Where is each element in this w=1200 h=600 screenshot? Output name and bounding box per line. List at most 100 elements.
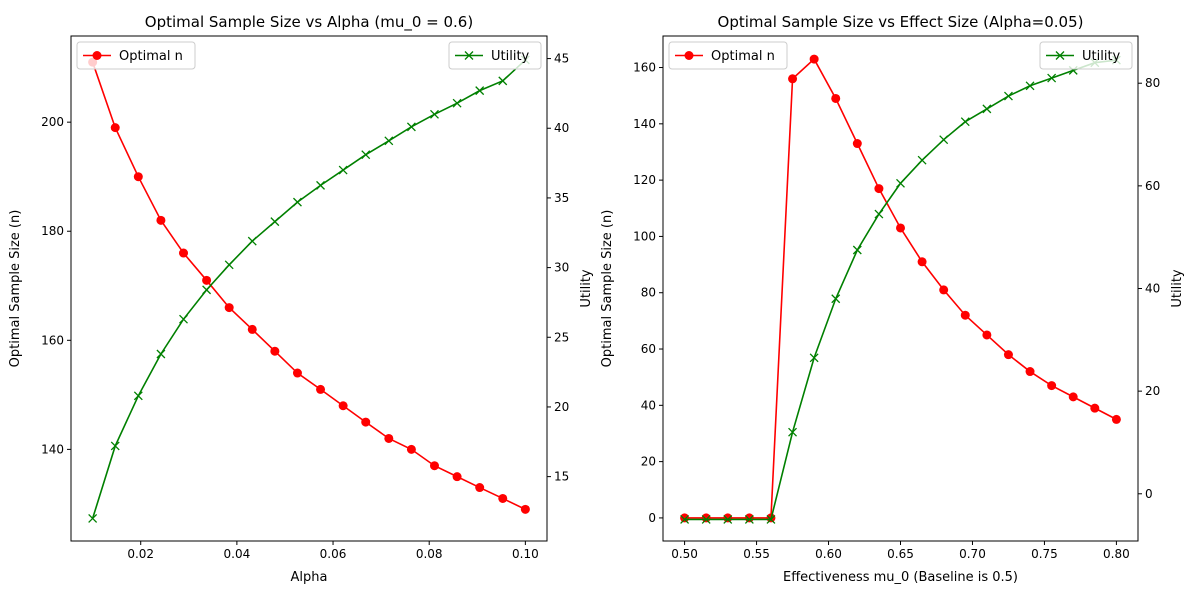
data-point-x (917, 155, 927, 165)
data-point-circle (224, 303, 234, 313)
legend-box (668, 41, 788, 70)
data-point-circle (1047, 381, 1057, 391)
x-tick-label: 0.50 (671, 547, 698, 561)
chart-title: Optimal Sample Size vs Effect Size (Alph… (718, 13, 1084, 31)
data-point-circle (1090, 403, 1100, 413)
x-tick-label: 0.06 (320, 547, 347, 561)
y-right-tick-label: 0 (1145, 487, 1153, 501)
data-point-x (110, 441, 120, 451)
data-point-circle (156, 215, 166, 225)
axes-frame (70, 35, 548, 542)
data-point-x (852, 245, 862, 255)
data-point-circle (475, 483, 485, 493)
legend-label: Utility (491, 49, 530, 64)
x-tick-label: 0.70 (959, 547, 986, 561)
data-point-x (270, 217, 280, 227)
data-point-circle (852, 139, 862, 149)
legend-optimal-n: Optimal n (76, 41, 196, 70)
x-tick-label: 0.02 (127, 547, 154, 561)
data-point-x (316, 180, 325, 190)
data-point-circle (939, 285, 949, 295)
y-right-tick-label: 25 (554, 330, 569, 344)
data-point-x (361, 150, 371, 160)
x-axis-label: Effectiveness mu_0 (Baseline is 0.5) (783, 570, 1018, 585)
y-left-tick-label: 20 (641, 455, 656, 469)
data-point-circle (982, 330, 992, 340)
y-right-tick-label: 40 (554, 121, 569, 135)
data-point-circle (338, 401, 348, 411)
data-point-x (133, 391, 143, 401)
data-point-circle (133, 172, 143, 182)
data-point-circle (788, 74, 798, 84)
data-point-x (939, 135, 949, 145)
data-point-x (88, 513, 98, 523)
data-point-circle (247, 324, 257, 334)
y-left-tick-label: 80 (641, 286, 656, 300)
legend-box (76, 41, 196, 70)
series-line (91, 59, 526, 519)
y-right-tick-label: 45 (554, 52, 569, 66)
data-point-circle (384, 433, 394, 443)
legend-box (448, 41, 542, 70)
legend-utility: Utility (1039, 41, 1133, 70)
chart-panel-alpha: 0.02 0.04 0.06 0.08 0.10 140 160 180 200 15 20 25 30… (8, 13, 594, 585)
x-tick-label: 0.80 (1103, 547, 1130, 561)
legend-marker-x (1055, 51, 1065, 60)
data-point-circle (744, 513, 754, 523)
data-point-x (1025, 81, 1035, 91)
y-right-axis-label: Utility (1170, 269, 1185, 308)
data-point-x (338, 165, 348, 175)
legend-label: Optimal n (711, 49, 775, 64)
data-point-circle (292, 368, 302, 378)
data-point-x (498, 76, 508, 86)
y-right-tick-label: 30 (554, 261, 569, 275)
y-left-tick-label: 120 (633, 173, 656, 187)
data-point-x (430, 109, 439, 119)
data-point-x (202, 285, 212, 295)
data-point-x (293, 197, 302, 207)
data-point-x (766, 514, 776, 524)
data-point-x (384, 136, 394, 146)
data-point-circle (429, 461, 439, 471)
x-tick-label: 0.75 (1031, 547, 1058, 561)
x-tick-label: 0.10 (512, 547, 539, 561)
data-point-circle (1111, 414, 1121, 424)
y-left-tick-label: 0 (648, 511, 656, 525)
data-point-circle (723, 513, 733, 523)
data-point-circle (361, 417, 371, 427)
data-point-circle (179, 248, 189, 258)
y-left-axis-label: Optimal Sample Size (n) (8, 210, 23, 368)
legend-marker-x (464, 51, 474, 60)
x-tick-label: 0.65 (887, 547, 914, 561)
data-point-circle (202, 275, 212, 285)
data-point-x (701, 514, 711, 524)
y-right-tick-label: 20 (1145, 384, 1160, 398)
data-point-x (475, 86, 485, 96)
y-left-tick-label: 180 (41, 224, 64, 238)
data-point-circle (701, 513, 711, 523)
data-point-circle (498, 493, 508, 503)
y-right-axis-label: Utility (579, 269, 594, 308)
data-point-x (744, 514, 754, 524)
data-point-circle (917, 257, 927, 267)
y-left-tick-label: 100 (633, 229, 656, 243)
chart-title: Optimal Sample Size vs Alpha (mu_0 = 0.6… (145, 13, 473, 32)
data-point-x (809, 353, 819, 363)
legend-optimal-n: Optimal n (668, 41, 788, 70)
data-point-x (680, 514, 690, 524)
data-point-circle (1025, 367, 1035, 377)
data-point-circle (452, 472, 462, 482)
data-point-circle (809, 54, 819, 64)
data-point-x (896, 178, 905, 188)
data-point-x (982, 104, 992, 114)
data-point-circle (1003, 350, 1013, 360)
y-right-tick-label: 40 (1145, 282, 1160, 296)
data-point-x (179, 314, 188, 324)
y-left-tick-label: 200 (41, 115, 64, 129)
data-point-x (723, 514, 733, 524)
y-right-tick-label: 80 (1145, 76, 1160, 90)
data-point-circle (1068, 392, 1078, 402)
legend-box (1039, 41, 1133, 70)
data-point-x (960, 117, 970, 127)
